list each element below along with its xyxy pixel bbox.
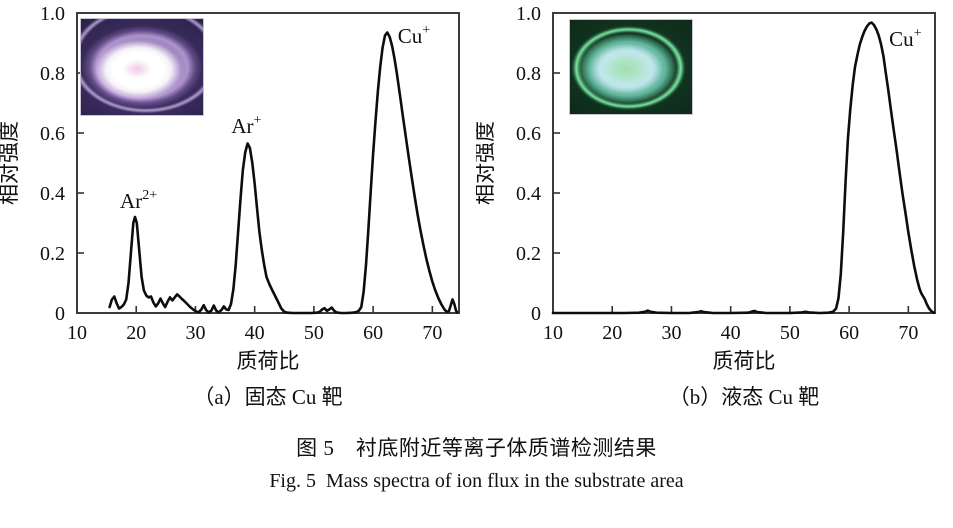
charts-row: 10 20 30 40 50 60 70 0 0.2 0.4 0.6 0.8 1.0 相对强度 Ar2+ Ar… bbox=[0, 0, 952, 412]
figure-5: 10 20 30 40 50 60 70 0 0.2 0.4 0.6 0.8 1.0 相对强度 Ar2+ Ar… bbox=[0, 0, 953, 498]
x-tick-label: 20 bbox=[602, 322, 622, 344]
peak-label: Ar2+ bbox=[120, 188, 157, 213]
chart-subtitle: （a）固态 Cu 靶 bbox=[193, 385, 342, 409]
x-tick-label: 50 bbox=[304, 322, 324, 344]
peak-label-superscript: + bbox=[914, 26, 922, 41]
chart-subtitle: （b）液态 Cu 靶 bbox=[669, 385, 820, 409]
x-tick-label: 30 bbox=[185, 322, 205, 344]
x-axis-label: 质荷比 bbox=[713, 349, 776, 373]
plot-frame bbox=[76, 12, 460, 314]
y-tick-label: 1.0 bbox=[40, 3, 65, 25]
peak-label: Cu+ bbox=[398, 23, 431, 48]
figure-caption-zh: 图 5 衬底附近等离子体质谱检测结果 bbox=[296, 436, 657, 460]
figure-caption: 图 5 衬底附近等离子体质谱检测结果 Fig. 5 Mass spectra o… bbox=[0, 432, 953, 498]
chart-solid-cu-target: 10 20 30 40 50 60 70 0 0.2 0.4 0.6 0.8 1.0 相对强度 Ar2+ Ar… bbox=[0, 0, 476, 412]
y-tick-label: 0.2 bbox=[40, 243, 65, 265]
x-tick-label: 10 bbox=[543, 322, 563, 344]
y-tick-label: 0.4 bbox=[40, 183, 65, 205]
x-tick-label: 30 bbox=[661, 322, 681, 344]
x-tick-label: 10 bbox=[67, 322, 87, 344]
peak-label-base: Cu bbox=[398, 24, 423, 48]
spectrum-curve bbox=[551, 21, 936, 315]
peak-label-superscript: 2+ bbox=[142, 188, 157, 203]
peak-label-base: Cu bbox=[889, 27, 914, 51]
y-tick-label: 0.8 bbox=[516, 63, 541, 85]
x-tick-label: 70 bbox=[422, 322, 442, 344]
figure-caption-en: Fig. 5 Mass spectra of ion flux in the s… bbox=[269, 470, 684, 492]
y-tick-label: 0.8 bbox=[40, 63, 65, 85]
y-tick-label: 0.2 bbox=[516, 243, 541, 265]
peak-label-base: Ar bbox=[120, 189, 142, 213]
y-tick-label: 1.0 bbox=[516, 3, 541, 25]
x-tick-label: 70 bbox=[898, 322, 918, 344]
plasma-photo-liquid-target bbox=[569, 19, 693, 115]
x-tick-label: 20 bbox=[126, 322, 146, 344]
peak-label-base: Ar bbox=[231, 114, 253, 138]
y-tick-label: 0.4 bbox=[516, 183, 541, 205]
peak-label-superscript: + bbox=[254, 113, 262, 128]
x-tick-label: 50 bbox=[780, 322, 800, 344]
y-tick-label: 0.6 bbox=[40, 123, 65, 145]
y-axis-label: 相对强度 bbox=[476, 121, 497, 205]
y-tick-label: 0 bbox=[531, 303, 541, 325]
plasma-photo-solid-target bbox=[80, 18, 204, 116]
x-axis-label: 质荷比 bbox=[237, 349, 300, 373]
chart-liquid-cu-target: 10 20 30 40 50 60 70 0 0.2 0.4 0.6 0.8 1.0 相对强度 Cu+ 质荷比… bbox=[476, 0, 952, 412]
x-tick-label: 60 bbox=[839, 322, 859, 344]
peak-label-superscript: + bbox=[422, 23, 430, 38]
x-tick-label: 60 bbox=[363, 322, 383, 344]
x-tick-label: 40 bbox=[721, 322, 741, 344]
mass-spectrum-plot-b: 10 20 30 40 50 60 70 0 0.2 0.4 0.6 0.8 1.0 相对强度 Cu+ 质荷比… bbox=[476, 3, 936, 409]
y-axis-label: 相对强度 bbox=[0, 121, 21, 205]
peak-label: Cu+ bbox=[889, 26, 922, 51]
y-tick-label: 0 bbox=[55, 303, 65, 325]
y-tick-label: 0.6 bbox=[516, 123, 541, 145]
peak-label: Ar+ bbox=[231, 113, 261, 138]
spectrum-curve bbox=[108, 31, 459, 315]
x-tick-label: 40 bbox=[245, 322, 265, 344]
